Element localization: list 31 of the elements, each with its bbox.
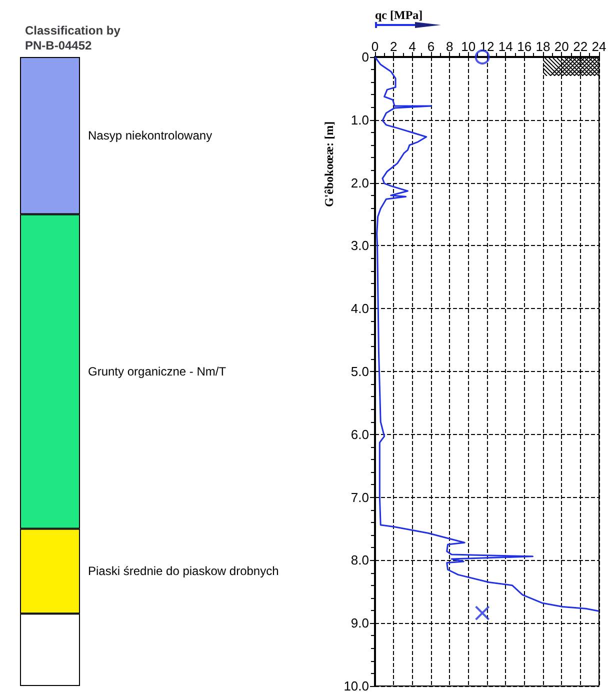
x-tick-label: 2 [390,39,398,54]
series-label: Grunty organiczne - Nm/T [88,364,227,378]
x-tick-label: 6 [427,39,435,54]
y-tick-label: 5.0 [350,364,369,379]
x-tick-label: 14 [498,39,513,54]
x-tick-label: 10 [461,39,476,54]
y-tick-label: 0 [362,50,369,64]
x-tick-label: 0 [371,39,379,54]
x-tick-label: 8 [446,39,454,54]
x-tick-label: 12 [480,39,494,54]
x-tick-label: 18 [536,39,550,54]
y-tick-label: 3.0 [350,238,369,254]
y-axis-title: G'êbokoœæ: [m] [322,121,336,207]
y-tick-label: 7.0 [350,490,369,505]
chart-title: Classification by PN-B-04452 [25,24,124,52]
y-tick-label: 1.0 [350,112,369,128]
y-tick-label: 10.0 [344,678,369,694]
series-label: Nasyp niekontrolowany [88,128,212,143]
x-tick-label: 4 [408,39,416,54]
y-tick-label: 9.0 [350,616,369,631]
x-tick-label: 20 [554,39,569,54]
y-tick-label: 8.0 [350,552,369,568]
y-tick-label: 6.0 [350,426,369,442]
y-tick-label: 4.0 [350,301,369,316]
x-tick-label: 24 [592,39,606,54]
series-label: Piaski średnie do piaskow drobnych [88,564,279,578]
line-series [374,56,600,612]
y-tick-label: 2.0 [350,175,369,190]
x-tick-label: 22 [573,39,588,54]
x-axis-title: qc [MPa] [375,8,423,22]
x-tick-label: 16 [517,39,532,54]
